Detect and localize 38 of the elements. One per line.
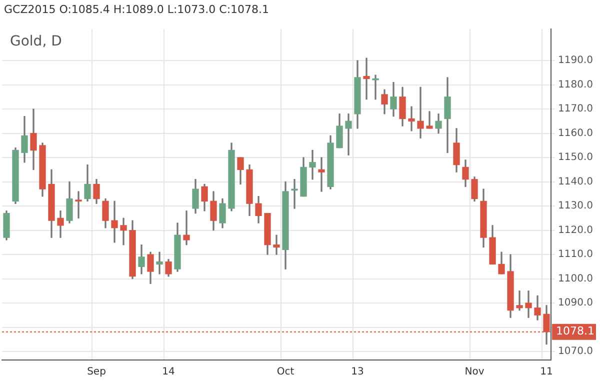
y-tick-label: 1120.0 bbox=[558, 224, 594, 236]
candlestick bbox=[111, 200, 118, 243]
candlestick bbox=[291, 179, 298, 209]
y-tick-label: 1090.0 bbox=[558, 298, 594, 309]
candlestick bbox=[363, 58, 370, 100]
candlestick bbox=[345, 114, 352, 156]
candlestick bbox=[408, 106, 415, 132]
y-tick-label: 1160.0 bbox=[558, 128, 594, 139]
x-tick-label: Sep bbox=[87, 366, 106, 378]
candlestick bbox=[426, 111, 433, 129]
candlestick bbox=[516, 290, 523, 311]
candlestick bbox=[372, 74, 379, 100]
x-tick-label: Nov bbox=[464, 366, 484, 378]
candlestick bbox=[183, 210, 190, 246]
candlestick bbox=[417, 86, 424, 138]
candlestick bbox=[309, 150, 316, 180]
x-tick-label: 14 bbox=[162, 366, 175, 378]
y-tick-label: 1190.0 bbox=[558, 55, 594, 66]
y-tick-label: 1180.0 bbox=[558, 79, 594, 90]
y-tick-label: 1150.0 bbox=[558, 152, 594, 164]
candlestick bbox=[525, 290, 532, 318]
x-tick-label: 11 bbox=[540, 366, 553, 378]
candlestick bbox=[120, 218, 127, 246]
y-tick-label: 1100.0 bbox=[558, 273, 594, 284]
ref-line-label: 1078.1 bbox=[556, 324, 595, 338]
candlestick bbox=[75, 191, 82, 218]
y-tick-label: 1070.0 bbox=[558, 346, 594, 358]
y-tick-label: 1170.0 bbox=[558, 104, 594, 115]
candlestick bbox=[156, 252, 163, 274]
candlestick bbox=[318, 157, 325, 192]
x-tick-label: Oct bbox=[276, 366, 294, 378]
chart-title: GCZ2015 O:1085.4 H:1089.0 L:1073.0 C:1078.1 bbox=[3, 2, 270, 18]
chart-subtitle: Gold, D bbox=[10, 34, 62, 50]
x-tick-label: 13 bbox=[351, 366, 364, 378]
y-tick-label: 1110.0 bbox=[558, 249, 594, 260]
candlestick bbox=[273, 234, 280, 255]
y-tick-label: 1140.0 bbox=[558, 176, 594, 188]
y-tick-label: 1130.0 bbox=[558, 200, 594, 212]
